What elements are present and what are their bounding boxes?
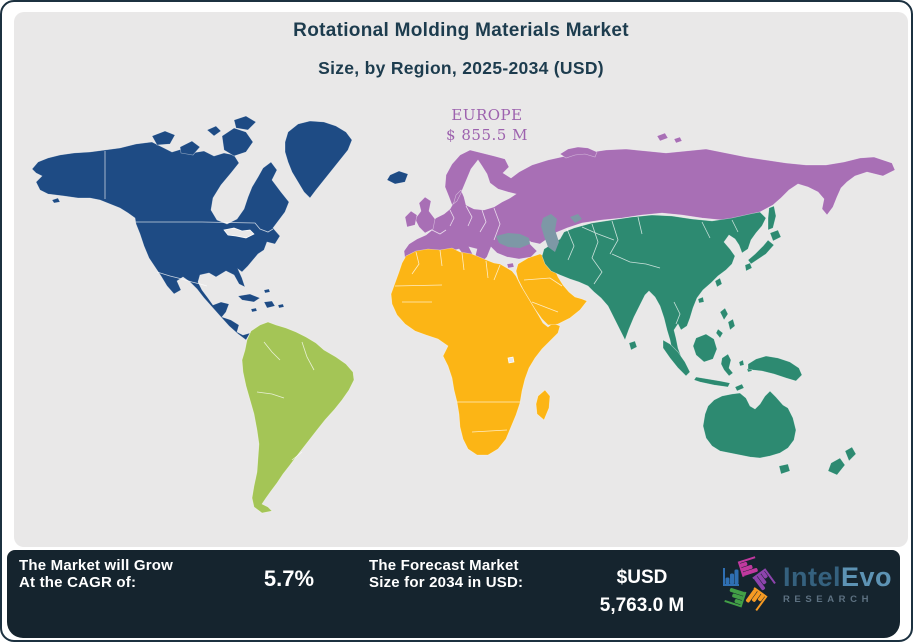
forecast-value: $USD 5,763.0 M: [582, 564, 702, 619]
intelevo-logo-name: IntelEvo: [782, 561, 892, 592]
cagr-value: 5.7%: [263, 566, 315, 591]
page-title: Rotational Molding Materials Market Size…: [14, 20, 908, 79]
title-line-1: Rotational Molding Materials Market: [293, 20, 629, 41]
cagr-label-line-2: At the CAGR of:: [19, 573, 137, 591]
intelevo-logo-icon: [722, 556, 776, 612]
title-line-2: Size, by Region, 2025-2034 (USD): [318, 58, 604, 78]
intelevo-logo-subtitle: RESEARCH: [782, 593, 874, 605]
forecast-label: The Forecast Market Size for 2034 in USD…: [369, 557, 524, 592]
footer-bar: The Market will Grow At the CAGR of: 5.7…: [7, 550, 900, 638]
logo-name-intel: Intel: [782, 561, 841, 592]
forecast-currency: $USD: [616, 567, 668, 588]
europe-annotation: EUROPE $ 855.5 M: [422, 106, 552, 145]
intelevo-logo: IntelEvo RESEARCH: [718, 555, 892, 613]
forecast-label-line-1: The Forecast Market: [369, 557, 519, 574]
forecast-label-line-2: Size for 2034 in USD:: [369, 573, 524, 591]
europe-annotation-region: EUROPE: [451, 106, 523, 124]
cagr-label-line-1: The Market will Grow: [19, 557, 174, 574]
logo-name-evo: Evo: [840, 561, 892, 592]
map-panel: Rotational Molding Materials Market Size…: [14, 12, 908, 547]
cagr-label: The Market will Grow At the CAGR of:: [19, 557, 174, 592]
europe-annotation-value: $ 855.5 M: [446, 125, 528, 144]
forecast-amount: 5,763.0 M: [599, 594, 685, 616]
intelevo-logo-text: IntelEvo RESEARCH: [782, 561, 892, 605]
